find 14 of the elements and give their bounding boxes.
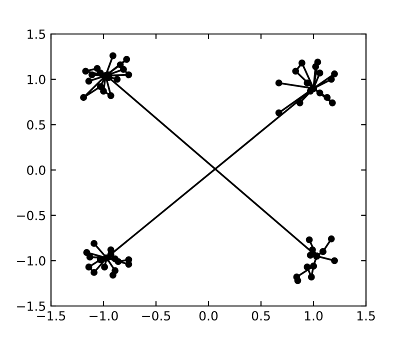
y-tick-label: 1.5 xyxy=(28,30,46,39)
x-tick-label: 0.5 xyxy=(252,311,270,321)
y-tick-label: 1.0 xyxy=(28,74,46,84)
y-tick-label: −1.5 xyxy=(17,302,46,311)
x-tick-label: 0.0 xyxy=(199,311,218,321)
x-tick-label: −0.5 xyxy=(142,311,170,321)
x-tick-label: −1.0 xyxy=(90,311,118,321)
x-tick-label: 1.5 xyxy=(357,311,375,321)
y-tick-label: 0.5 xyxy=(27,120,46,130)
x-tick-label: 1.0 xyxy=(304,311,323,321)
y-tick-label: 0.0 xyxy=(27,165,46,175)
y-tick-label: −1.0 xyxy=(17,256,46,266)
y-tick-label: −0.5 xyxy=(17,210,46,220)
x-tick-label: −1.5 xyxy=(37,311,66,321)
